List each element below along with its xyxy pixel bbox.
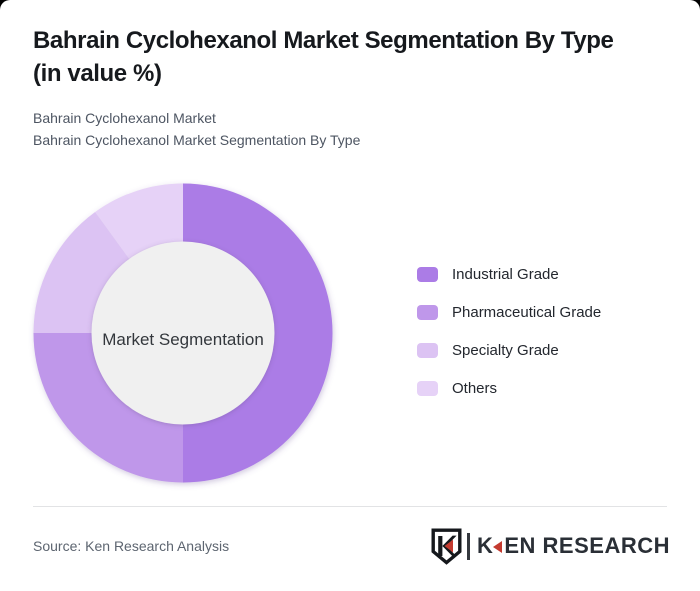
donut-chart-svg: Market Segmentation bbox=[33, 183, 333, 483]
legend-item-specialty-grade: Specialty Grade bbox=[417, 341, 601, 359]
legend-swatch-icon bbox=[417, 266, 438, 282]
source-note: Source: Ken Research Analysis bbox=[33, 538, 230, 554]
wordmark-k: K bbox=[476, 533, 494, 558]
legend-item-industrial-grade: Industrial Grade bbox=[417, 265, 601, 283]
ken-research-logo: K EN RESEARCH bbox=[431, 528, 670, 565]
subtitle-segmentation: Bahrain Cyclohexanol Market Segmentation… bbox=[33, 131, 361, 148]
subtitle-market: Bahrain Cyclohexanol Market bbox=[33, 110, 216, 126]
logo-separator-bar bbox=[466, 532, 470, 560]
donut-center-circle bbox=[91, 241, 275, 425]
shield-red-triangle bbox=[444, 539, 453, 552]
wordmark-red-triangle-icon bbox=[493, 540, 503, 553]
legend-swatch-icon bbox=[417, 304, 438, 320]
legend-swatch-icon bbox=[417, 342, 438, 358]
chart-subtitles: Bahrain Cyclohexanol Market Bahrain Cycl… bbox=[33, 108, 360, 151]
legend-swatch-icon bbox=[417, 380, 438, 396]
ken-research-shield-icon bbox=[431, 528, 462, 565]
legend-label: Others bbox=[452, 379, 498, 397]
page-title: Bahrain Cyclohexanol Market Segmentation… bbox=[33, 27, 614, 87]
chart-legend: Industrial Grade Pharmaceutical Grade Spec… bbox=[417, 266, 601, 418]
legend-label: Specialty Grade bbox=[452, 341, 559, 359]
wordmark-rest: EN RESEARCH bbox=[504, 533, 670, 558]
legend-item-pharmaceutical-grade: Pharmaceutical Grade bbox=[417, 303, 602, 321]
donut-center-label: Market Segmentation bbox=[102, 330, 264, 349]
legend-item-others: Others bbox=[417, 379, 601, 397]
legend-label: Pharmaceutical Grade bbox=[452, 303, 602, 321]
footer-divider bbox=[33, 506, 667, 507]
ken-research-wordmark: K EN RESEARCH bbox=[477, 533, 670, 559]
legend-label: Industrial Grade bbox=[452, 265, 559, 283]
donut-chart: Market Segmentation bbox=[23, 173, 343, 493]
